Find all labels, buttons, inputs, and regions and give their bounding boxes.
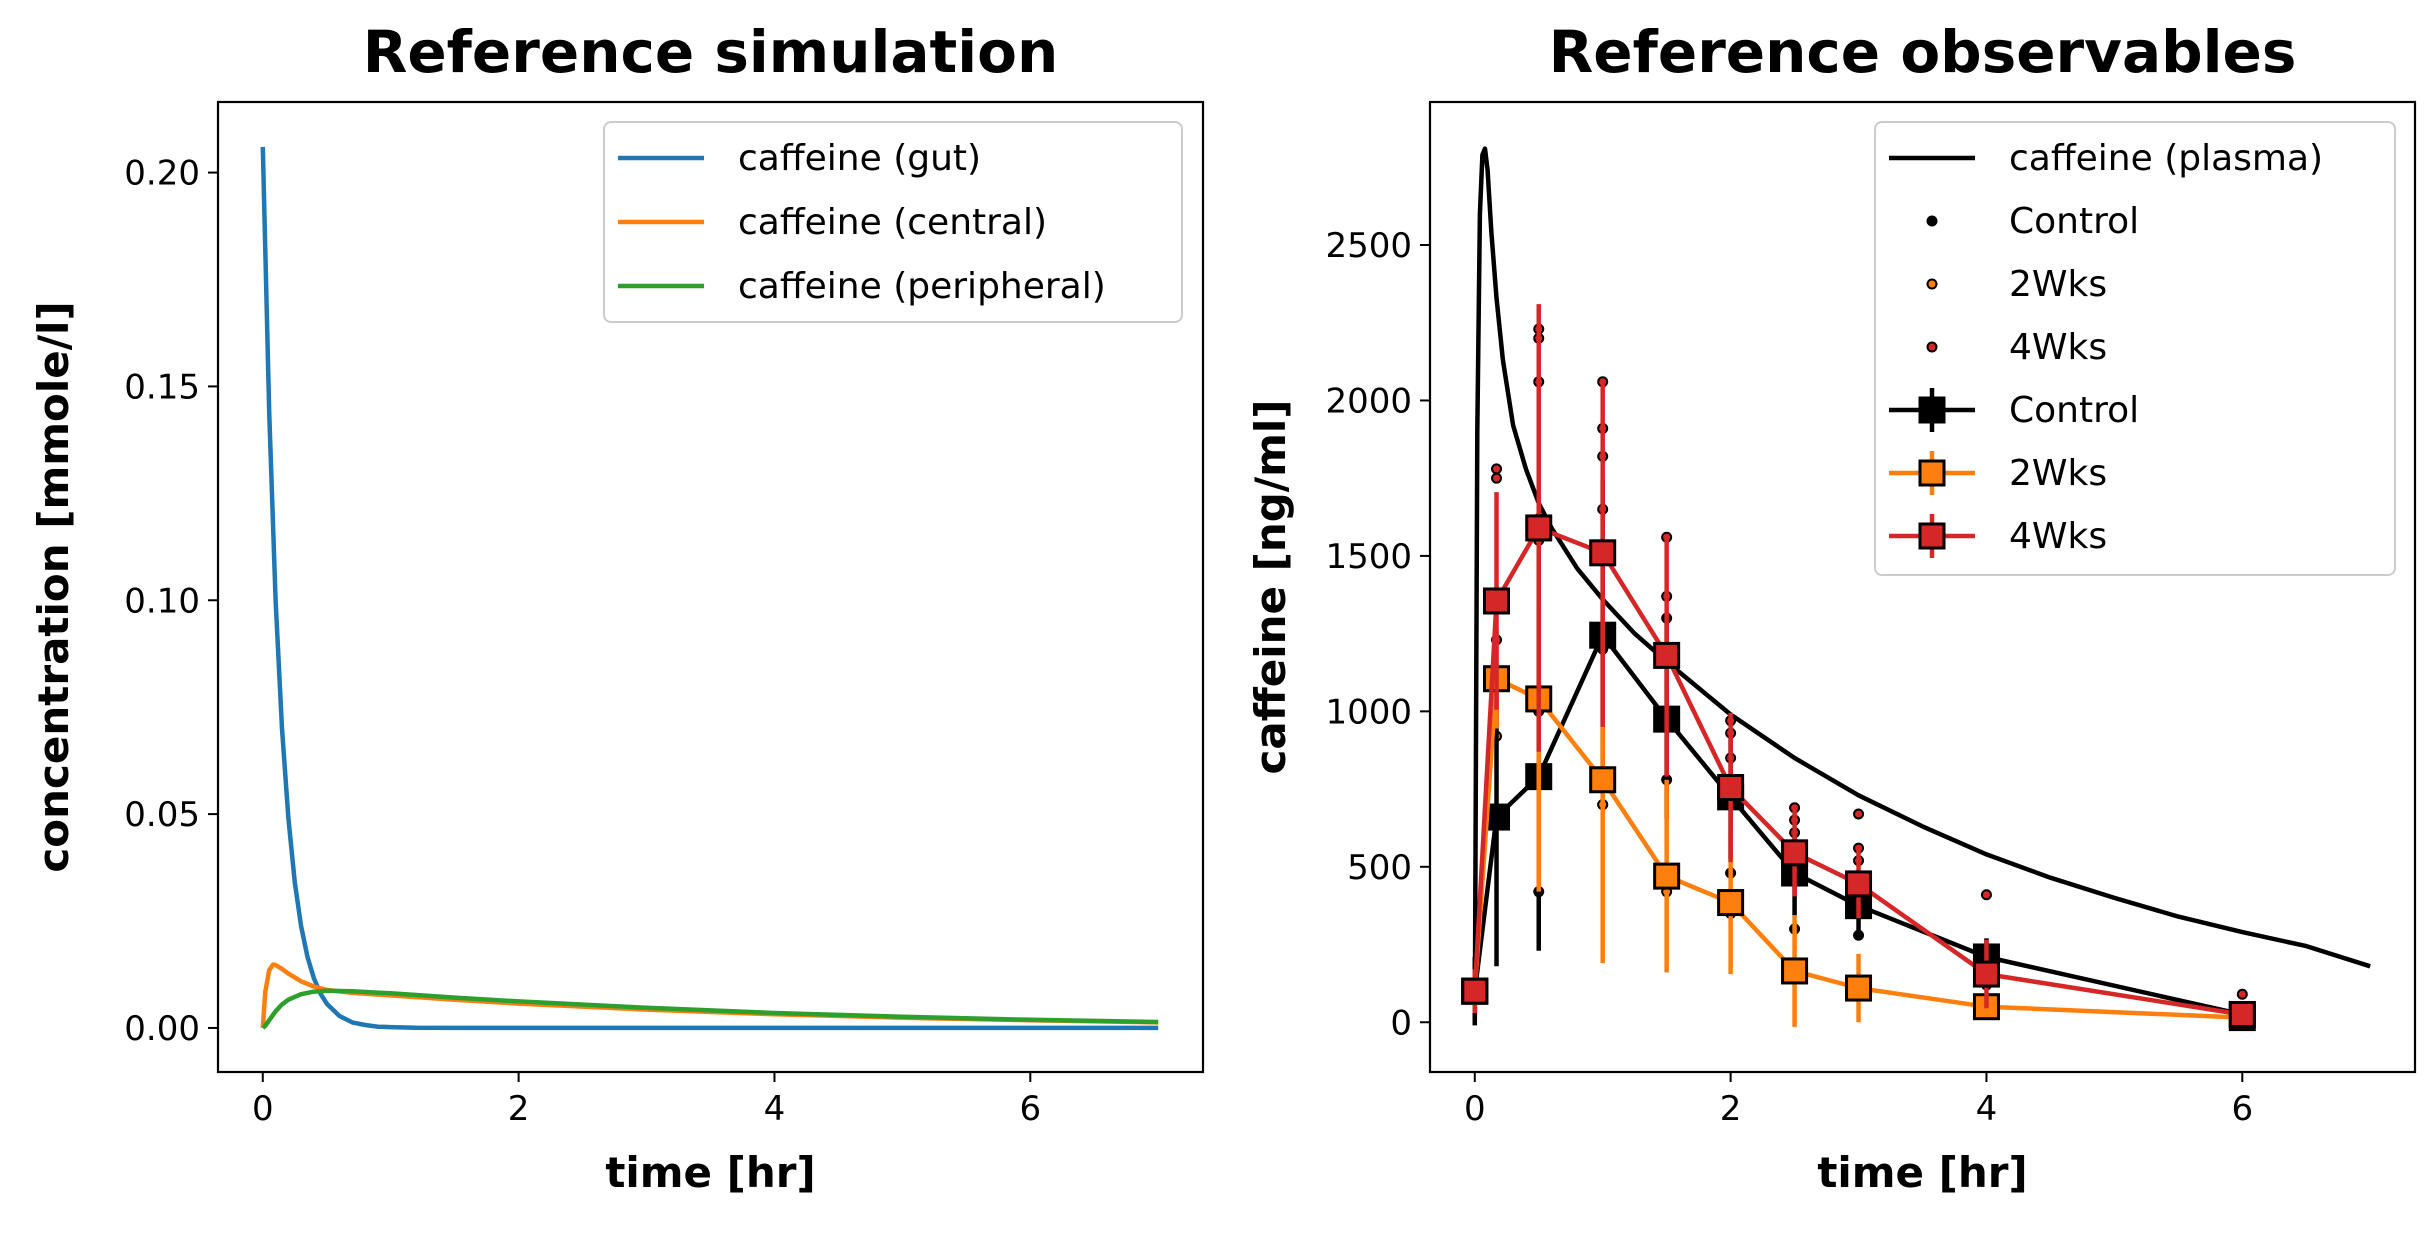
series-1 bbox=[1533, 612, 2248, 1019]
legend-label: caffeine (central) bbox=[738, 202, 1047, 243]
mean-marker bbox=[1653, 641, 1681, 669]
series-line bbox=[260, 146, 1159, 1031]
mean-marker bbox=[1589, 766, 1617, 794]
legend-handle bbox=[1926, 278, 1938, 290]
mean-marker bbox=[1525, 514, 1553, 542]
series-line bbox=[1472, 676, 2243, 1020]
x-tick-label: 0 bbox=[252, 1089, 274, 1129]
legend-label: Control bbox=[2009, 201, 2139, 242]
y-tick-label: 1500 bbox=[1325, 537, 1412, 577]
plot-area bbox=[260, 146, 1159, 1031]
series-line bbox=[1472, 146, 2371, 1023]
panel-reference-simulation: 0 2 4 6 0.00 0.05 0.10 0.15 0.20 Reference simula… bbox=[29, 18, 1205, 1197]
x-tick-label: 2 bbox=[1720, 1089, 1742, 1129]
data-point bbox=[1491, 463, 1503, 475]
data-point bbox=[2236, 988, 2248, 1000]
x-tick-label: 2 bbox=[508, 1089, 530, 1129]
legend-item: caffeine (plasma) bbox=[1889, 138, 2323, 179]
y-tick-label: 0.20 bbox=[124, 154, 200, 194]
mean-marker bbox=[1589, 539, 1617, 567]
legend-item: 2Wks bbox=[1889, 451, 2107, 495]
y-tick-label: 2500 bbox=[1325, 226, 1412, 266]
chart-title: Reference simulation bbox=[363, 18, 1059, 86]
y-tick-label: 0.15 bbox=[124, 367, 200, 407]
mean-marker bbox=[1972, 960, 2000, 988]
legend-label: caffeine (peripheral) bbox=[738, 266, 1106, 307]
data-point bbox=[1491, 472, 1503, 484]
y-tick-label: 500 bbox=[1347, 848, 1412, 888]
x-tick-label: 4 bbox=[1976, 1089, 1998, 1129]
x-tick-label: 6 bbox=[2231, 1089, 2253, 1129]
legend: caffeine (plasma) Control 2Wks 4Wks Control 2… bbox=[1874, 121, 2396, 576]
y-tick-label: 0 bbox=[1390, 1003, 1412, 1043]
mean-marker bbox=[1845, 974, 1873, 1002]
series-line bbox=[1472, 525, 2243, 1017]
legend-label: caffeine (gut) bbox=[738, 138, 981, 179]
chart-title: Reference observables bbox=[1549, 18, 2297, 86]
legend-handle bbox=[1926, 215, 1938, 227]
legend-item: 4Wks bbox=[1926, 327, 2107, 368]
x-axis-label: time [hr] bbox=[1817, 1148, 2027, 1197]
panel-reference-observables: 0 2 4 6 0 500 1000 1500 2000 2500 Reference observ… bbox=[1246, 18, 2417, 1197]
legend-box bbox=[603, 121, 1183, 323]
legend-item: 4Wks bbox=[1889, 514, 2107, 558]
legend-label: caffeine (plasma) bbox=[2009, 138, 2323, 179]
x-tick-label: 4 bbox=[764, 1089, 786, 1129]
mean-marker bbox=[1845, 870, 1873, 898]
axes-frame bbox=[1428, 100, 2417, 1074]
legend-label: Control bbox=[2009, 390, 2139, 431]
legend-item: 2Wks bbox=[1926, 264, 2107, 305]
y-tick-label: 1000 bbox=[1325, 692, 1412, 732]
series-0 bbox=[260, 146, 1159, 1031]
legend-handle bbox=[1918, 396, 1946, 424]
legend-label: 2Wks bbox=[2009, 264, 2107, 305]
mean-marker bbox=[1717, 774, 1745, 802]
series-5 bbox=[1461, 506, 2256, 1032]
legend-item: Control bbox=[1889, 388, 2139, 432]
legend-item: Control bbox=[1926, 201, 2139, 242]
y-tick-label: 2000 bbox=[1325, 381, 1412, 421]
series-0 bbox=[1472, 146, 2371, 1023]
legend-handle bbox=[1918, 459, 1946, 487]
series-2 bbox=[261, 988, 1159, 1030]
legend-item: caffeine (gut) bbox=[618, 138, 981, 179]
mean-marker bbox=[1653, 862, 1681, 890]
x-tick-label: 6 bbox=[1019, 1089, 1041, 1129]
series-line bbox=[261, 988, 1159, 1030]
legend-label: 4Wks bbox=[2009, 327, 2107, 368]
y-tick-label: 0.00 bbox=[124, 1009, 200, 1049]
x-tick-label: 0 bbox=[1464, 1089, 1486, 1129]
legend-handle bbox=[1918, 522, 1946, 550]
y-axis-label: concentration [mmole/l] bbox=[29, 301, 78, 872]
y-tick-label: 0.05 bbox=[124, 795, 200, 835]
mean-marker bbox=[1717, 889, 1745, 917]
axes-frame bbox=[216, 100, 1205, 1074]
mean-marker bbox=[1781, 839, 1809, 867]
legend-label: 2Wks bbox=[2009, 453, 2107, 494]
y-tick-label: 0.10 bbox=[124, 581, 200, 621]
plot-area bbox=[1461, 146, 2371, 1032]
legend-item: caffeine (central) bbox=[618, 202, 1047, 243]
legend-label: 4Wks bbox=[2009, 516, 2107, 557]
series-6 bbox=[1461, 304, 2256, 1028]
x-axis-label: time [hr] bbox=[605, 1148, 815, 1197]
legend-box bbox=[1874, 121, 2396, 576]
mean-marker bbox=[1781, 957, 1809, 985]
mean-marker bbox=[1461, 977, 1489, 1005]
legend-handle bbox=[1926, 341, 1938, 353]
mean-marker bbox=[2228, 1000, 2256, 1028]
data-point bbox=[1980, 889, 1992, 901]
data-point bbox=[1853, 808, 1865, 820]
y-axis-label: caffeine [ng/ml] bbox=[1246, 399, 1295, 774]
mean-marker bbox=[1483, 587, 1511, 615]
legend-item: caffeine (peripheral) bbox=[618, 266, 1106, 307]
legend: caffeine (gut) caffeine (central) caffeine… bbox=[603, 121, 1183, 323]
